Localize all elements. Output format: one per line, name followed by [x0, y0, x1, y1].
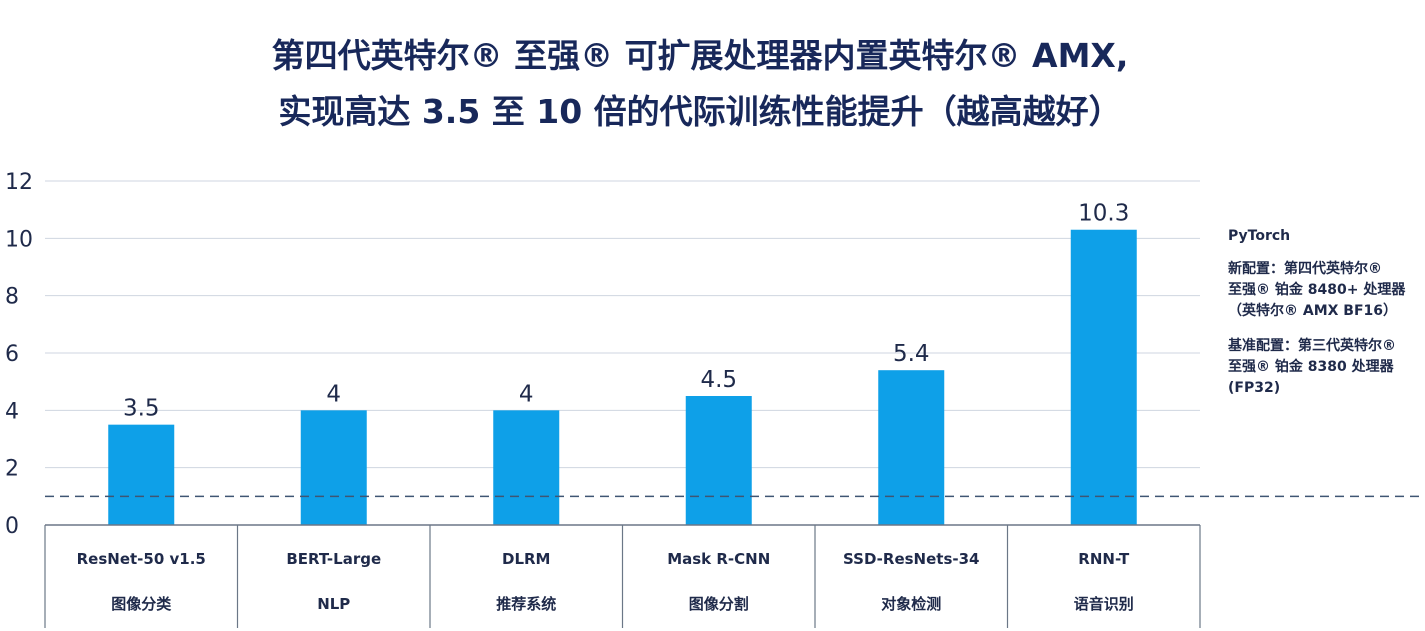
legend-base-config: 基准配置：第三代英特尔® 至强® 铂金 8380 处理器 (FP32): [1228, 336, 1418, 399]
bar-value-label: 10.3: [1078, 201, 1129, 227]
y-tick-label: 2: [5, 457, 19, 482]
y-tick-label: 12: [5, 170, 33, 195]
bar-value-label: 4: [519, 381, 534, 407]
category-sublabel: 语音识别: [1074, 595, 1134, 613]
bar-value-label: 5.4: [893, 341, 930, 367]
bar: [493, 410, 560, 525]
category-sublabel: NLP: [317, 595, 350, 613]
legend-base-config-line-2: 至强® 铂金 8380 处理器: [1228, 359, 1394, 375]
category-sublabel: 推荐系统: [496, 595, 556, 613]
bar-value-label: 4: [326, 381, 341, 407]
bar-value-label: 4.5: [700, 367, 737, 393]
y-tick-label: 0: [5, 514, 19, 539]
legend-new-config-line-3: （英特尔® AMX BF16）: [1228, 303, 1398, 319]
bar: [685, 396, 752, 525]
legend: PyTorch 新配置：第四代英特尔® 至强® 铂金 8480+ 处理器 （英特…: [1228, 226, 1418, 413]
bar-value-label: 3.5: [123, 396, 160, 422]
category-label: SSD-ResNets-34: [843, 550, 979, 568]
category-sublabel: 图像分类: [111, 595, 172, 613]
y-tick-label: 4: [5, 399, 19, 424]
legend-base-config-line-3: (FP32): [1228, 380, 1281, 396]
category-label: ResNet-50 v1.5: [77, 550, 206, 568]
bar: [878, 370, 945, 525]
category-sublabel: 对象检测: [881, 595, 941, 613]
bar: [108, 424, 175, 525]
bar: [1070, 229, 1137, 525]
bar: [300, 410, 367, 525]
category-label: RNN-T: [1078, 550, 1130, 568]
category-label: BERT-Large: [286, 550, 381, 568]
legend-new-config: 新配置：第四代英特尔® 至强® 铂金 8480+ 处理器 （英特尔® AMX B…: [1228, 259, 1418, 322]
y-tick-label: 6: [5, 342, 19, 367]
category-sublabel: 图像分割: [689, 595, 749, 613]
y-tick-label: 8: [5, 285, 19, 310]
category-label: DLRM: [502, 550, 551, 568]
legend-new-config-line-1: 新配置：第四代英特尔®: [1228, 261, 1382, 277]
legend-base-config-line-1: 基准配置：第三代英特尔®: [1228, 338, 1396, 354]
legend-framework: PyTorch: [1228, 228, 1291, 244]
title-line-2: 实现高达 3.5 至 10 倍的代际训练性能提升（越高越好）: [278, 92, 1122, 131]
legend-new-config-line-2: 至强® 铂金 8480+ 处理器: [1228, 282, 1406, 298]
chart-title: 第四代英特尔® 至强® 可扩展处理器内置英特尔® AMX, 实现高达 3.5 至…: [0, 28, 1400, 140]
title-line-1: 第四代英特尔® 至强® 可扩展处理器内置英特尔® AMX,: [271, 36, 1129, 75]
category-label: Mask R-CNN: [667, 550, 770, 568]
y-tick-label: 10: [5, 227, 33, 252]
